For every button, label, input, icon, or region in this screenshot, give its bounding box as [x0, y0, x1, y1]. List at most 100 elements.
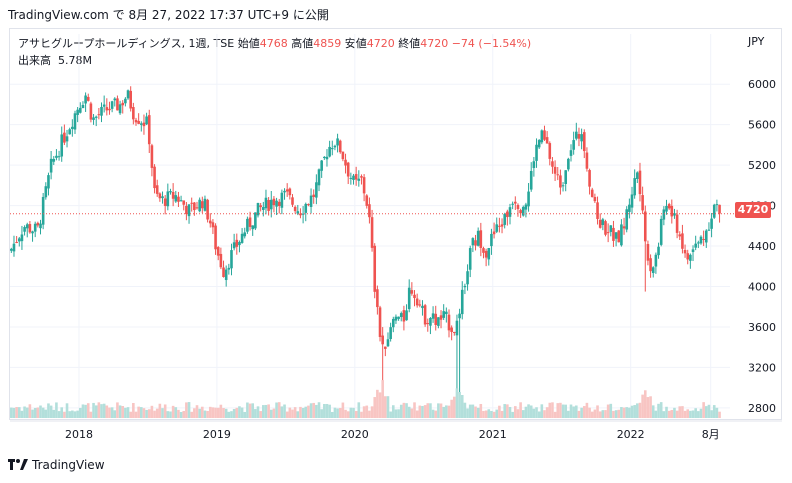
volume-bar	[44, 409, 48, 418]
volume-bar	[593, 409, 597, 418]
volume-bar	[572, 406, 575, 418]
candle-body	[551, 161, 554, 167]
published-watermark: TradingView.com で 8月 27, 2022 17:37 UTC+…	[8, 8, 329, 22]
candle-body	[325, 156, 329, 160]
volume-bar	[389, 411, 392, 418]
footer-brand: TradingView	[8, 458, 105, 473]
candle-body	[330, 148, 334, 150]
candle-body	[211, 222, 215, 228]
volume-bar	[567, 410, 570, 418]
candle-body	[203, 198, 207, 211]
volume-bar	[590, 411, 594, 418]
volume-bar	[365, 405, 369, 418]
candle-body	[44, 186, 48, 198]
candle-body	[649, 258, 652, 272]
volume-bar	[121, 406, 125, 418]
volume-bar	[320, 409, 323, 418]
volume-bar	[182, 411, 186, 418]
candle-body	[49, 158, 53, 173]
candle-body	[633, 178, 636, 196]
volume-bar	[76, 410, 79, 418]
candle-body	[545, 137, 549, 144]
candle-body	[328, 146, 331, 157]
candle-body	[466, 271, 469, 285]
volume-bar	[598, 411, 602, 418]
volume-bar	[254, 409, 257, 418]
candle-body	[153, 166, 156, 189]
volume-bar	[614, 410, 618, 418]
candle-body	[460, 289, 464, 315]
candle-body	[429, 317, 432, 326]
legend-ohlc: アサヒグループホールディングス, 1週, TSE 始値4768 高値4859 安…	[18, 35, 531, 51]
candle-body	[142, 122, 146, 127]
volume-bar	[556, 403, 560, 418]
candle-body	[500, 224, 504, 227]
candle-body	[52, 159, 56, 162]
volume-bar	[52, 409, 56, 418]
chart-frame[interactable]	[9, 28, 782, 420]
candle-body	[262, 207, 265, 210]
legend-volume: 出来高 5.78M	[18, 52, 92, 68]
volume-bar	[482, 410, 485, 418]
volume-bar	[378, 392, 382, 418]
volume-bar	[476, 407, 480, 418]
volume-bar	[153, 410, 156, 418]
candle-body	[673, 213, 676, 216]
volume-bar	[641, 394, 644, 418]
candle-body	[55, 155, 58, 158]
candle-body	[588, 170, 591, 187]
volume-bar	[606, 404, 610, 418]
volume-bar	[296, 411, 300, 418]
candle-body	[484, 250, 488, 258]
candle-body	[357, 178, 361, 181]
candle-body	[17, 238, 21, 242]
x-tick-label: 2019	[203, 428, 231, 441]
volume-bar	[10, 407, 13, 418]
volume-bar	[487, 409, 491, 418]
volume-bar	[92, 402, 95, 418]
volume-bar	[315, 404, 318, 418]
volume-bar	[665, 406, 668, 418]
volume-bar	[540, 404, 544, 418]
volume-bar	[630, 405, 634, 418]
volume-bar	[267, 404, 270, 418]
volume-bar	[129, 411, 132, 418]
volume-bar	[561, 404, 565, 418]
candle-body	[442, 311, 445, 318]
volume-bar	[492, 411, 496, 418]
candle-body	[132, 107, 135, 120]
candle-body	[78, 107, 82, 113]
volume-bar	[394, 409, 398, 418]
volume-bar	[288, 407, 292, 418]
candle-body	[100, 106, 103, 116]
candle-body	[506, 211, 509, 218]
candle-body	[606, 232, 610, 234]
candle-body	[254, 212, 257, 229]
volume-bar	[368, 410, 371, 418]
candle-body	[71, 126, 74, 130]
candle-body	[370, 217, 374, 248]
candle-body	[238, 242, 241, 246]
volume-bar	[349, 407, 353, 418]
volume-bar	[370, 406, 374, 418]
volume-bar	[484, 410, 488, 418]
volume-bar	[293, 407, 297, 418]
candle-body	[582, 132, 586, 152]
candle-body	[498, 225, 501, 227]
volume-bar	[243, 411, 247, 418]
candle-body	[296, 211, 300, 214]
candle-body	[320, 160, 323, 171]
open-value: 4768	[259, 37, 288, 50]
candle-body	[92, 117, 95, 120]
volume-bar	[227, 411, 231, 418]
volume-bar	[328, 404, 331, 418]
candle-body	[60, 134, 64, 157]
low-label: 安値	[344, 37, 367, 50]
volume-bar	[527, 404, 530, 418]
candle-body	[426, 323, 430, 325]
volume-bar	[86, 403, 90, 418]
candle-body	[89, 103, 93, 120]
volume-bar	[147, 409, 151, 418]
candle-body	[145, 116, 148, 125]
